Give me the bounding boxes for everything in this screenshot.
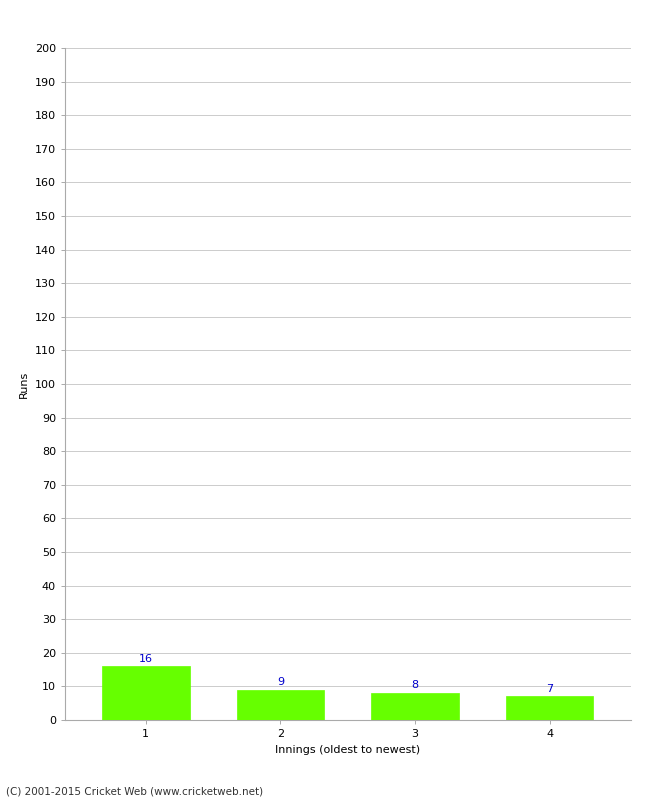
- Bar: [506, 697, 593, 720]
- Y-axis label: Runs: Runs: [20, 370, 29, 398]
- Text: (C) 2001-2015 Cricket Web (www.cricketweb.net): (C) 2001-2015 Cricket Web (www.cricketwe…: [6, 786, 264, 796]
- Text: 9: 9: [277, 677, 284, 687]
- Text: 8: 8: [411, 681, 419, 690]
- Bar: [371, 693, 459, 720]
- X-axis label: Innings (oldest to newest): Innings (oldest to newest): [275, 745, 421, 754]
- Text: 16: 16: [139, 654, 153, 663]
- Bar: [237, 690, 324, 720]
- Text: 7: 7: [546, 684, 553, 694]
- Bar: [102, 666, 190, 720]
